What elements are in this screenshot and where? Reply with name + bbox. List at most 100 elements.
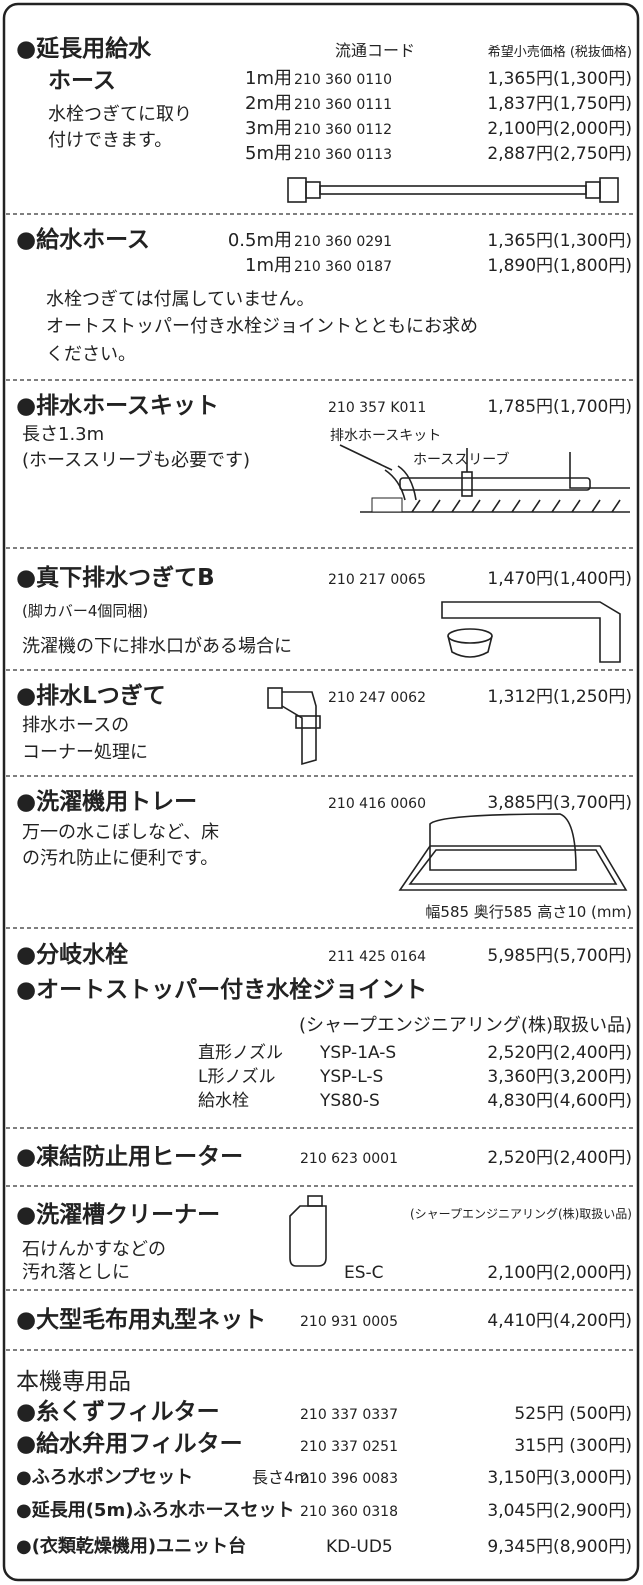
- price: 3,360円(3,200円): [487, 1067, 632, 1087]
- description: 付けできます。: [48, 130, 172, 151]
- texts: ●延長用給水 ホース 流通コード 希望小売価格 (税抜価格) 水栓つぎてに取り …: [16, 35, 632, 1557]
- code: KD-UD5: [326, 1537, 393, 1557]
- description: 水栓つぎては付属していません。: [46, 289, 315, 310]
- item-label: 2m用: [245, 93, 292, 114]
- description: (ホーススリーブも必要です): [22, 449, 250, 471]
- tray-drawing: [398, 813, 628, 891]
- note: (シャープエンジニアリング(株)取扱い品): [410, 1206, 632, 1221]
- item-label: 給水栓: [198, 1091, 249, 1111]
- section-title: ●延長用給水: [16, 35, 152, 62]
- item-label: L形ノズル: [198, 1067, 275, 1087]
- separators: [6, 213, 636, 1351]
- description: コーナー処理に: [22, 742, 148, 763]
- code: 210 360 0111: [294, 97, 392, 113]
- item-label: 1m用: [245, 255, 292, 276]
- item-extra: 長さ4m: [252, 1468, 310, 1487]
- price: 2,887円(2,750円): [487, 144, 632, 164]
- code: 210 357 K011: [328, 400, 426, 416]
- code: 210 360 0110: [294, 72, 392, 88]
- price: 3,045円(2,900円): [487, 1501, 632, 1521]
- code: 210 337 0337: [300, 1407, 398, 1423]
- description: 水栓つぎてに取り: [48, 104, 192, 125]
- code: 210 360 0113: [294, 147, 392, 163]
- price: 3,150円(3,000円): [487, 1468, 632, 1488]
- description: 万一の水こぼしなど、床: [22, 822, 219, 843]
- price: 315円 (300円): [514, 1436, 632, 1456]
- code: 210 360 0187: [294, 259, 392, 275]
- description: 石けんかすなどの: [22, 1239, 166, 1260]
- figure-label: ホーススリーブ: [413, 451, 509, 468]
- section-title: ●排水Lつぎて: [16, 682, 166, 709]
- price: 2,100円(2,000円): [487, 1263, 632, 1283]
- price-header: 希望小売価格 (税抜価格): [488, 44, 632, 60]
- price: 1,785円(1,700円): [487, 397, 632, 417]
- code: 210 337 0251: [300, 1439, 398, 1455]
- code: YS80-S: [319, 1091, 380, 1111]
- price: 3,885円(3,700円): [487, 793, 632, 813]
- item-label: ●給水弁用フィルター: [16, 1430, 243, 1457]
- section-subtitle: ●オートストッパー付き水栓ジョイント: [16, 977, 427, 1003]
- price: 2,100円(2,000円): [487, 119, 632, 139]
- price: 1,470円(1,400円): [487, 569, 632, 589]
- l-joint-drawing: [267, 687, 321, 766]
- code: 210 416 0060: [328, 796, 426, 812]
- price: 1,837円(1,750円): [487, 94, 632, 114]
- drain-joint-drawing: [441, 601, 621, 663]
- code-header: 流通コード: [335, 41, 415, 60]
- price: 1,890円(1,800円): [487, 256, 632, 276]
- item-label: ●(衣類乾燥機用)ユニット台: [16, 1535, 246, 1557]
- description: 汚れ落としに: [22, 1262, 130, 1283]
- code: 210 396 0083: [300, 1471, 398, 1487]
- item-label: ●延長用(5m)ふろ水ホースセット: [16, 1499, 295, 1521]
- item-label: 5m用: [245, 143, 292, 164]
- description: (脚カバー4個同梱): [22, 602, 148, 620]
- note: 幅585 奥行585 高さ10 (mm): [425, 903, 632, 921]
- description: 長さ1.3m: [22, 424, 104, 445]
- price: 2,520円(2,400円): [487, 1148, 632, 1168]
- section-title: ●分岐水栓: [16, 942, 128, 968]
- price: 4,830円(4,600円): [487, 1091, 632, 1111]
- description: 排水ホースの: [22, 715, 129, 736]
- code: 210 360 0112: [294, 122, 392, 138]
- item-label: 3m用: [245, 118, 292, 139]
- code: 210 360 0318: [300, 1504, 398, 1520]
- drain-kit-drawing: [339, 444, 630, 513]
- code: 210 360 0291: [294, 234, 392, 250]
- item-label: ●ふろ水ポンプセット: [16, 1466, 193, 1488]
- item-label: 1m用: [245, 68, 292, 89]
- price: 2,520円(2,400円): [487, 1043, 632, 1063]
- section-title: ●洗濯機用トレー: [16, 789, 197, 815]
- description: ください。: [46, 344, 136, 365]
- code: 210 623 0001: [300, 1151, 398, 1167]
- code: YSP-1A-S: [319, 1043, 396, 1063]
- section-title: ●凍結防止用ヒーター: [16, 1143, 243, 1170]
- code: 211 425 0164: [328, 949, 426, 965]
- hose-drawing: [287, 177, 619, 203]
- price: 1,365円(1,300円): [487, 231, 632, 251]
- price: 1,365円(1,300円): [487, 69, 632, 89]
- description: 洗濯機の下に排水口がある場合に: [22, 636, 292, 657]
- price: 525円 (500円): [514, 1404, 632, 1424]
- section-title: ●大型毛布用丸型ネット: [16, 1306, 266, 1333]
- item-label: 直形ノズル: [198, 1043, 283, 1063]
- section-title: ●真下排水つぎてB: [16, 564, 215, 591]
- section-title: ●排水ホースキット: [16, 393, 219, 419]
- section-heading: 本機専用品: [16, 1369, 131, 1395]
- item-label: 0.5m用: [228, 230, 292, 251]
- description: の汚れ防止に便利です。: [22, 848, 218, 869]
- price: 9,345円(8,900円): [487, 1537, 632, 1557]
- price: 1,312円(1,250円): [487, 687, 632, 707]
- description: オートストッパー付き水栓ジョイントとともにお求め: [46, 316, 478, 337]
- cleaner-drawing: [289, 1195, 327, 1267]
- illustrations: [267, 177, 630, 1267]
- price: 5,985円(5,700円): [487, 946, 632, 966]
- code: YSP-L-S: [319, 1067, 383, 1087]
- note: (シャープエンジニアリング(株)取扱い品): [299, 1015, 632, 1036]
- figure-label: 排水ホースキット: [330, 428, 441, 444]
- code: 210 931 0005: [300, 1314, 398, 1330]
- item-label: ●糸くずフィルター: [16, 1399, 220, 1425]
- code: 210 247 0062: [328, 690, 426, 706]
